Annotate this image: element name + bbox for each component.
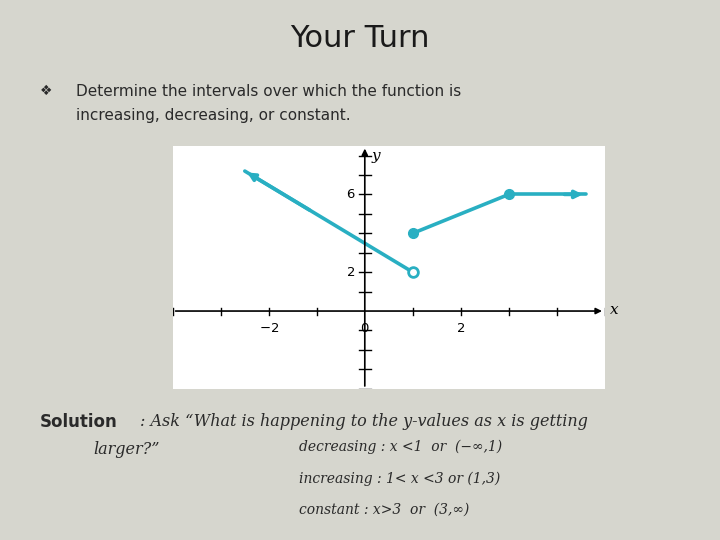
Text: decreasing : x <1  or  (−∞,1): decreasing : x <1 or (−∞,1) [299, 440, 502, 455]
Text: $0$: $0$ [360, 322, 369, 335]
Text: $2$: $2$ [456, 322, 465, 335]
Text: Your Turn: Your Turn [290, 24, 430, 53]
Text: Determine the intervals over which the function is: Determine the intervals over which the f… [76, 84, 461, 99]
Text: increasing : 1< x <3 or (1,3): increasing : 1< x <3 or (1,3) [299, 471, 500, 486]
Text: y: y [372, 148, 381, 163]
Text: Solution: Solution [40, 413, 117, 431]
Text: : Ask “What is happening to the y-values as x is getting: : Ask “What is happening to the y-values… [140, 413, 588, 430]
Text: constant : x>3  or  (3,∞): constant : x>3 or (3,∞) [299, 503, 469, 517]
Text: $6$: $6$ [346, 188, 355, 201]
Text: $-2$: $-2$ [258, 322, 279, 335]
Text: larger?”: larger?” [94, 441, 160, 458]
Text: increasing, decreasing, or constant.: increasing, decreasing, or constant. [76, 108, 350, 123]
Text: $2$: $2$ [346, 266, 355, 279]
Text: x: x [610, 303, 618, 317]
Text: ❖: ❖ [40, 84, 52, 98]
